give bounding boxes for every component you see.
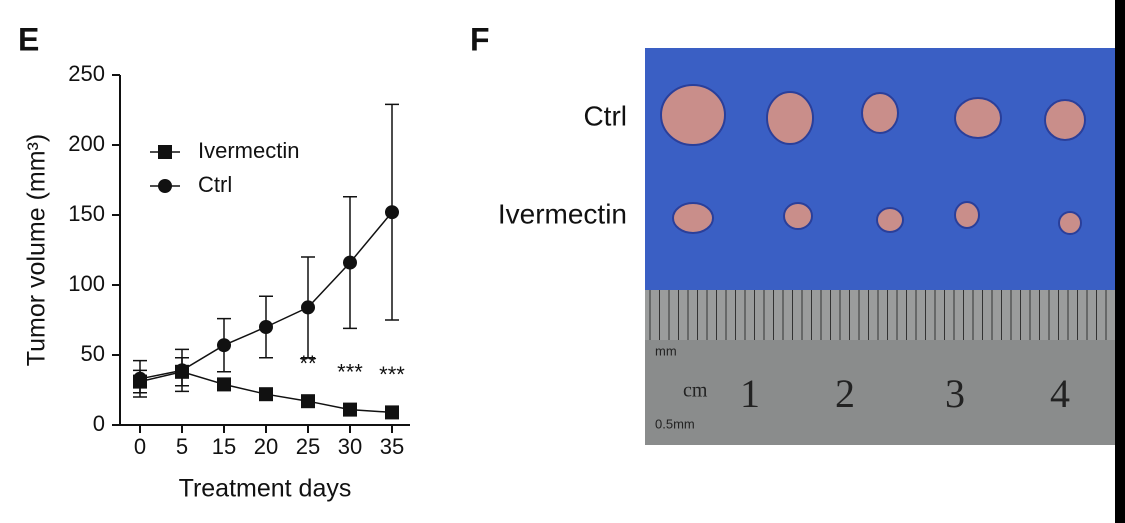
- legend-label: Ivermectin: [198, 138, 299, 163]
- ruler-label: 2: [835, 371, 855, 416]
- panel-label: F: [470, 21, 490, 57]
- data-point: [343, 402, 357, 417]
- y-axis-label: Tumor volume (mm³): [23, 134, 51, 366]
- ruler-label: 1: [740, 371, 760, 416]
- panel-label: E: [18, 21, 39, 57]
- legend-marker: [158, 179, 172, 193]
- x-tick-label: 25: [296, 434, 320, 459]
- row-label: Ctrl: [583, 100, 627, 131]
- ruler-mm: mm: [655, 343, 677, 358]
- y-tick-label: 0: [93, 411, 105, 436]
- x-tick-label: 30: [338, 434, 362, 459]
- data-point: [259, 320, 273, 334]
- significance: ***: [337, 359, 363, 384]
- ruler-unit: cm: [683, 380, 708, 402]
- x-axis-label: Treatment days: [179, 475, 352, 503]
- data-point: [175, 363, 189, 378]
- y-tick-label: 100: [68, 271, 105, 296]
- x-tick-label: 20: [254, 434, 278, 459]
- ruler-label: 4: [1050, 371, 1070, 416]
- data-point: [217, 338, 231, 353]
- significance: **: [299, 351, 317, 376]
- y-tick-label: 200: [68, 131, 105, 156]
- data-point: [217, 377, 231, 392]
- data-point: [301, 300, 315, 315]
- x-tick-label: 5: [176, 434, 188, 459]
- ruler-label: 3: [945, 371, 965, 416]
- x-tick-label: 35: [380, 434, 404, 459]
- data-point: [259, 387, 273, 402]
- ruler-half: 0.5mm: [655, 416, 695, 431]
- data-point: [343, 255, 357, 270]
- legend-marker: [158, 145, 172, 159]
- data-point: [385, 405, 399, 420]
- y-tick-label: 250: [68, 61, 105, 86]
- significance: ***: [379, 362, 405, 387]
- y-tick-label: 150: [68, 201, 105, 226]
- y-tick-label: 50: [81, 341, 105, 366]
- row-label: Ivermectin: [498, 198, 627, 229]
- photo: [645, 0, 1125, 523]
- x-tick-label: 15: [212, 434, 236, 459]
- data-point: [385, 205, 399, 220]
- data-point: [301, 394, 315, 409]
- data-point: [133, 371, 147, 386]
- legend-label: Ctrl: [198, 172, 232, 197]
- x-tick-label: 0: [134, 434, 146, 459]
